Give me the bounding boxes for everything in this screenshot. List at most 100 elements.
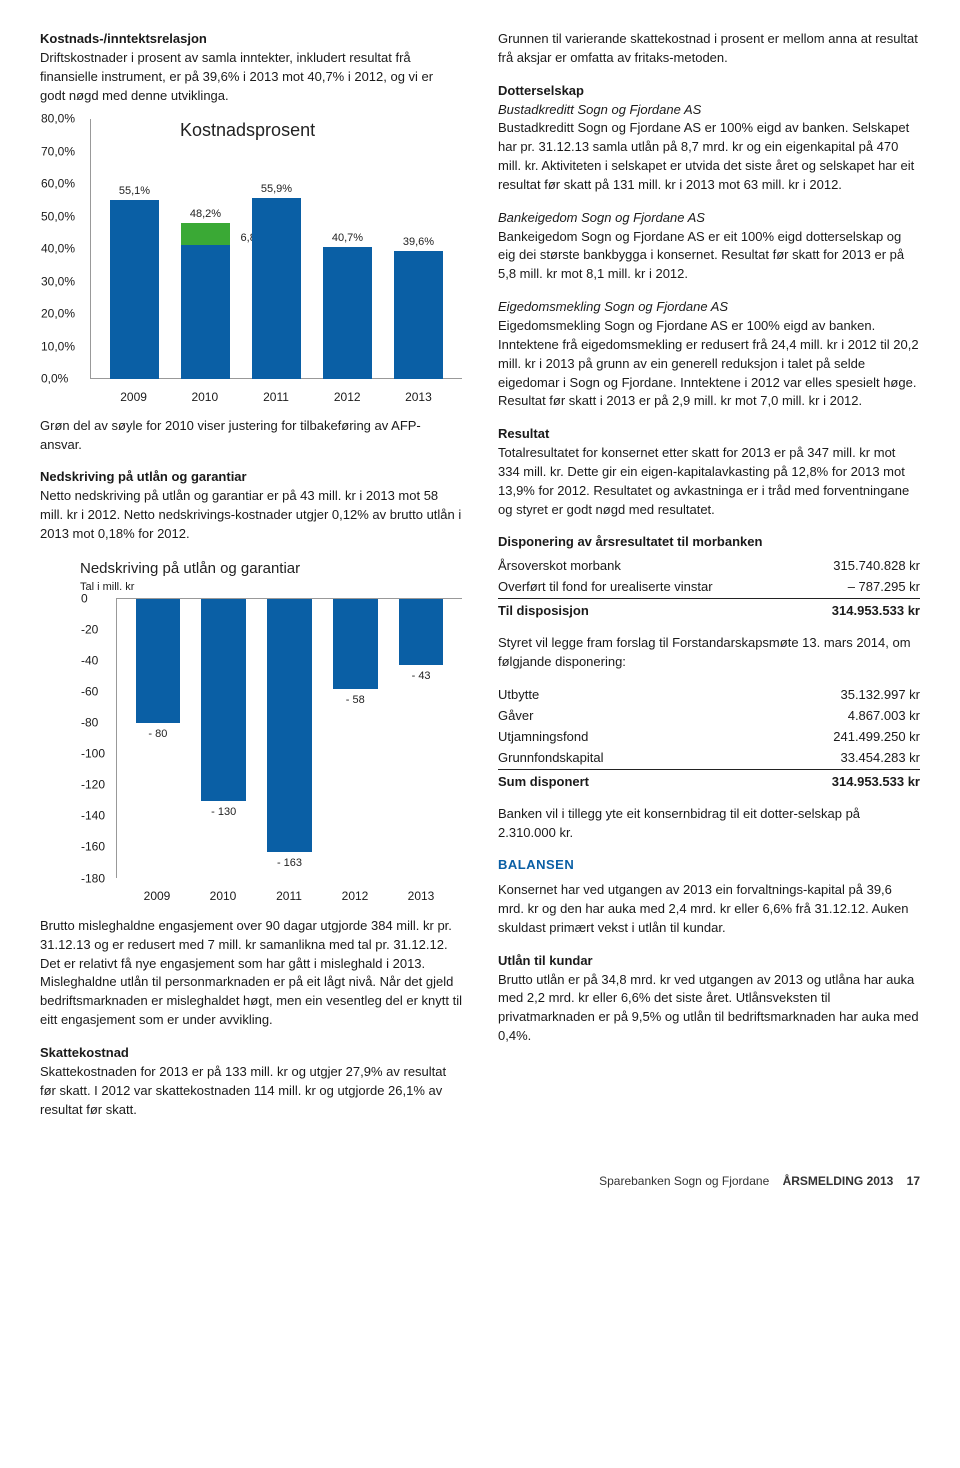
kostnads-heading: Kostnads-/inntektsrelasjon [40,31,207,46]
bankeigedom-name: Bankeigedom Sogn og Fjordane AS [498,210,705,225]
chart1-bar: 6,8%48,2% [181,223,229,380]
afp-note: Grøn del av søyle for 2010 viser justeri… [40,417,462,455]
chart1-ylabel: 60,0% [41,176,75,193]
row-value: 315.740.828 kr [797,556,920,577]
bustad-text: Bustadkreditt Sogn og Fjordane AS er 100… [498,120,914,192]
chart1-xlabel: 2010 [169,385,240,406]
chart1-value-label: 55,1% [119,184,150,200]
chart2-ylabel: -140 [81,808,105,825]
skatt-reason: Grunnen til varierande skattekostnad i p… [498,30,920,68]
dotter-block: Dotterselskap Bustadkreditt Sogn og Fjor… [498,82,920,195]
chart1-title: Kostnadsprosent [180,117,315,143]
chart1-ylabel: 80,0% [41,111,75,128]
row-label: Utbytte [498,685,728,706]
chart2-ylabel: -80 [81,714,98,731]
row-label: Overført til fond for urealiserte vinsta… [498,577,797,598]
chart2-xlabel: 2012 [322,884,388,905]
sum-value: 314.953.533 kr [797,598,920,621]
chart2-xlabel: 2010 [190,884,256,905]
table-sum-row: Sum disponert314.953.533 kr [498,769,920,792]
table-row: Årsoverskot morbank315.740.828 kr [498,556,920,577]
utlan-block: Utlån til kundar Brutto utlån er på 34,8… [498,952,920,1046]
row-label: Utjamningsfond [498,727,728,748]
row-value: – 787.295 kr [797,577,920,598]
chart1-value-label: 40,7% [332,231,363,247]
nedskriving-heading: Nedskriving på utlån og garantiar [40,469,247,484]
row-label: Gåver [498,706,728,727]
chart2-ylabel: -160 [81,839,105,856]
chart1-ylabel: 30,0% [41,273,75,290]
eigedom-name: Eigedomsmekling Sogn og Fjordane AS [498,299,728,314]
footer-page: 17 [907,1174,920,1188]
sum-label: Sum disponert [498,769,728,792]
nedskriving-chart: Nedskriving på utlån og garantiar Tal i … [80,558,462,905]
chart1-ylabel: 20,0% [41,306,75,323]
footer-brand: Sparebanken Sogn og Fjordane [599,1174,769,1188]
chart2-value-label: - 80 [148,727,167,743]
chart1-ylabel: 0,0% [41,371,68,388]
nedskriving-para: Nedskriving på utlån og garantiar Netto … [40,468,462,543]
disponering-intro: Styret vil legge fram forslag til Forsta… [498,634,920,672]
disponering2-table: Utbytte35.132.997 krGåver4.867.003 krUtj… [498,685,920,792]
row-value: 241.499.250 kr [728,727,920,748]
eigedom-block: Eigedomsmekling Sogn og Fjordane AS Eige… [498,298,920,411]
skatt-heading: Skattekostnad [40,1045,129,1060]
chart2-ylabel: -60 [81,683,98,700]
resultat-text: Totalresultatet for konsernet etter skat… [498,445,909,517]
table-row: Utbytte35.132.997 kr [498,685,920,706]
balansen-text: Konsernet har ved utgangen av 2013 ein f… [498,881,920,938]
chart1-bar: 40,7% [323,247,371,379]
chart2-title: Nedskriving på utlån og garantiar [80,558,462,580]
table-row: Grunnfondskapital33.454.283 kr [498,748,920,769]
chart1-xlabel: 2012 [312,385,383,406]
chart2-ylabel: -120 [81,776,105,793]
bankeigedom-text: Bankeigedom Sogn og Fjordane AS er eit 1… [498,229,904,282]
table-row: Overført til fond for urealiserte vinsta… [498,577,920,598]
chart2-value-label: - 58 [346,693,365,709]
footer-doc: ÅRSMELDING 2013 [783,1174,894,1188]
chart2-xlabel: 2011 [256,884,322,905]
kostnads-text: Driftskostnader i prosent av samla innte… [40,50,433,103]
chart2-subtitle: Tal i mill. kr [80,580,462,596]
row-value: 35.132.997 kr [728,685,920,706]
chart1-ylabel: 40,0% [41,241,75,258]
chart2-xlabel: 2013 [388,884,454,905]
konsernbidrag: Banken vil i tillegg yte eit konsernbidr… [498,805,920,843]
skatt-para: Skattekostnad Skattekostnaden for 2013 e… [40,1044,462,1119]
chart2-bar: - 130 [201,599,246,801]
resultat-block: Resultat Totalresultatet for konsernet e… [498,425,920,519]
balansen-heading: BALANSEN [498,856,920,875]
chart2-xlabel: 2009 [124,884,190,905]
chart2-ylabel: -180 [81,870,105,887]
left-column: Kostnads-/inntektsrelasjon Driftskostnad… [40,30,462,1133]
sum-value: 314.953.533 kr [728,769,920,792]
table-row: Gåver4.867.003 kr [498,706,920,727]
row-label: Årsoverskot morbank [498,556,797,577]
chart1-xlabel: 2011 [240,385,311,406]
right-column: Grunnen til varierande skattekostnad i p… [498,30,920,1133]
kostnads-intro: Kostnads-/inntektsrelasjon Driftskostnad… [40,30,462,105]
table-row: Utjamningsfond241.499.250 kr [498,727,920,748]
kostnadsprosent-chart: 0,0%10,0%20,0%30,0%40,0%50,0%60,0%70,0%8… [90,119,462,406]
misleghald-para: Brutto misleghaldne engasjement over 90 … [40,917,462,1030]
chart2-bar: - 58 [333,599,378,689]
chart2-ylabel: -100 [81,745,105,762]
chart1-xlabel: 2013 [383,385,454,406]
sum-label: Til disposisjon [498,598,797,621]
chart2-value-label: - 163 [277,856,302,872]
resultat-heading: Resultat [498,426,549,441]
chart1-segment-blue [181,245,229,380]
chart2-ylabel: -40 [81,652,98,669]
row-label: Grunnfondskapital [498,748,728,769]
chart1-ylabel: 70,0% [41,143,75,160]
chart1-bar: 55,9% [252,198,300,380]
chart2-value-label: - 43 [412,669,431,685]
skatt-text: Skattekostnaden for 2013 er på 133 mill.… [40,1064,446,1117]
chart2-ylabel: 0 [81,590,88,607]
chart2-bar: - 163 [267,599,312,853]
row-value: 33.454.283 kr [728,748,920,769]
dotter-heading: Dotterselskap [498,83,584,98]
disponering-heading: Disponering av årsresultatet til morbank… [498,533,920,552]
chart1-xlabel: 2009 [98,385,169,406]
utlan-text: Brutto utlån er på 34,8 mrd. kr ved utga… [498,972,919,1044]
